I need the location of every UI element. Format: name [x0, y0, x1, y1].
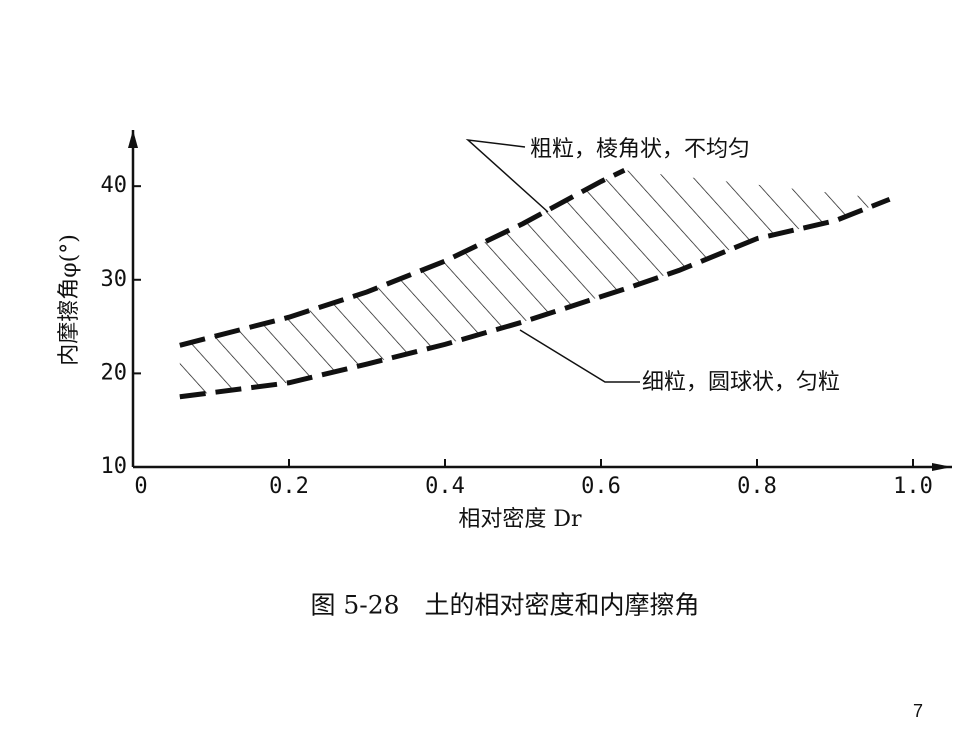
series-label: 细粒，圆球状，匀粒 — [642, 370, 840, 395]
y-axis-label: 内摩擦角φ(°) — [57, 234, 82, 366]
x-axis-arrow — [932, 463, 952, 471]
x-tick-label: 0.2 — [269, 474, 309, 499]
hatch-area — [179, 170, 890, 397]
y-tick-label: 30 — [101, 267, 128, 292]
plot-area: 10 20 30 40 0 0.2 0.4 0.6 0.8 1.0 粗粒，棱角状，不均匀细粒，圆球状… — [101, 130, 952, 499]
x-tick-label: 0.6 — [581, 474, 621, 499]
x-axis-label: 相对密度 Dr — [458, 507, 582, 532]
page-number: 7 — [913, 701, 923, 721]
x-tick-label: 0 — [134, 474, 147, 499]
series-line — [179, 196, 891, 400]
series-label: 粗粒，棱角状，不均匀 — [530, 137, 750, 162]
x-tick-label: 0.4 — [425, 474, 465, 499]
caption: 图 5-28 土的相对密度和内摩擦角 — [310, 591, 699, 620]
leader-line — [465, 138, 549, 213]
y-tick-label: 10 — [101, 454, 128, 479]
x-tick-label: 1.0 — [893, 474, 933, 499]
leader-line — [519, 329, 640, 383]
x-tick-label: 0.8 — [737, 474, 777, 499]
y-tick-label: 20 — [101, 360, 128, 385]
series-line — [179, 167, 626, 348]
y-tick-label: 40 — [101, 173, 128, 198]
y-axis-arrow — [128, 130, 138, 148]
